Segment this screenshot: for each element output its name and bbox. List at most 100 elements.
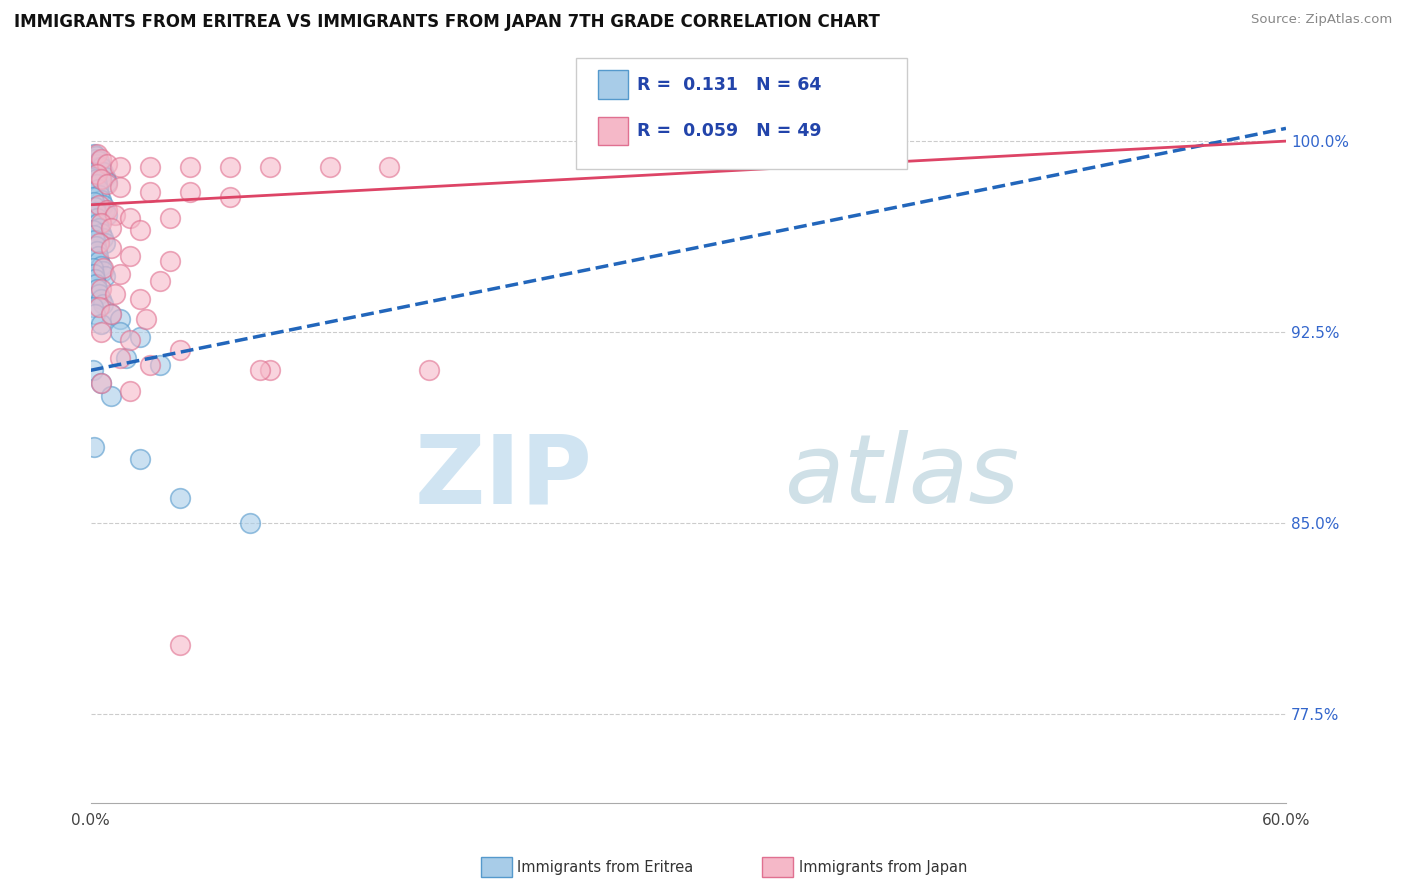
Point xyxy=(91,231,114,245)
Point xyxy=(219,160,242,174)
Point xyxy=(87,300,110,314)
Point xyxy=(129,292,152,306)
Point xyxy=(129,223,152,237)
Point xyxy=(159,253,181,268)
Point xyxy=(100,307,122,321)
Point xyxy=(91,164,114,178)
Point xyxy=(90,160,112,174)
Point xyxy=(86,216,108,230)
Point xyxy=(84,149,107,163)
Point xyxy=(169,638,191,652)
Point xyxy=(135,312,157,326)
Point xyxy=(83,195,105,210)
Point xyxy=(179,160,201,174)
Text: Immigrants from Japan: Immigrants from Japan xyxy=(799,860,967,874)
Point xyxy=(87,253,110,268)
Point xyxy=(129,452,152,467)
Point xyxy=(103,208,125,222)
Point xyxy=(100,389,122,403)
Point xyxy=(100,241,122,255)
Text: atlas: atlas xyxy=(785,430,1019,523)
Point xyxy=(139,185,162,199)
Point xyxy=(91,261,114,276)
Point xyxy=(120,333,142,347)
Point xyxy=(83,271,105,285)
Point xyxy=(219,190,242,204)
Point xyxy=(83,200,105,214)
Point xyxy=(86,160,108,174)
Point xyxy=(259,160,281,174)
Point xyxy=(86,157,108,171)
Text: ZIP: ZIP xyxy=(415,430,593,523)
Point xyxy=(96,208,118,222)
Point xyxy=(86,249,108,263)
Point xyxy=(169,491,191,505)
Text: Source: ZipAtlas.com: Source: ZipAtlas.com xyxy=(1251,13,1392,27)
Point xyxy=(84,172,107,186)
Point xyxy=(93,235,115,250)
Point xyxy=(103,286,125,301)
Point xyxy=(90,193,112,207)
Point xyxy=(239,516,262,530)
Point xyxy=(93,202,115,217)
Point xyxy=(87,198,110,212)
Point xyxy=(149,358,172,372)
Point xyxy=(100,220,122,235)
Point xyxy=(90,259,112,273)
Point xyxy=(91,264,114,278)
Point xyxy=(87,154,110,169)
Point xyxy=(86,167,108,181)
Point xyxy=(87,187,110,202)
Point xyxy=(86,178,108,192)
Point xyxy=(418,363,440,377)
Point xyxy=(96,157,118,171)
Point xyxy=(90,376,112,390)
Point xyxy=(82,300,104,314)
Point xyxy=(179,185,201,199)
Point xyxy=(82,190,104,204)
Point xyxy=(83,169,105,184)
Point xyxy=(110,267,132,281)
Point xyxy=(83,228,105,243)
Point xyxy=(115,351,138,365)
Point xyxy=(83,152,105,166)
Point xyxy=(90,216,112,230)
Point xyxy=(129,330,152,344)
Point xyxy=(120,211,142,225)
Text: Immigrants from Eritrea: Immigrants from Eritrea xyxy=(517,860,693,874)
Point xyxy=(86,146,108,161)
Point xyxy=(100,307,122,321)
Point xyxy=(110,351,132,365)
Point xyxy=(139,160,162,174)
Point xyxy=(91,198,114,212)
Point xyxy=(86,282,108,296)
Point xyxy=(378,160,401,174)
Point xyxy=(83,146,105,161)
Text: R =  0.131   N = 64: R = 0.131 N = 64 xyxy=(637,76,821,94)
Point xyxy=(83,267,105,281)
Point xyxy=(96,175,118,189)
Point xyxy=(93,169,115,184)
Point xyxy=(83,307,105,321)
Point xyxy=(93,268,115,283)
Point xyxy=(90,318,112,332)
Point xyxy=(82,223,104,237)
Point xyxy=(86,182,108,196)
Text: R =  0.059   N = 49: R = 0.059 N = 49 xyxy=(637,122,821,140)
Point xyxy=(110,325,132,339)
Point xyxy=(159,211,181,225)
Point xyxy=(86,211,108,225)
Point xyxy=(96,178,118,192)
Point xyxy=(84,205,107,219)
Point xyxy=(120,384,142,398)
Point xyxy=(139,358,162,372)
Point xyxy=(87,235,110,250)
Point xyxy=(83,234,105,248)
Point xyxy=(110,180,132,194)
Point xyxy=(90,172,112,186)
Point xyxy=(90,226,112,240)
Point xyxy=(249,363,271,377)
Point xyxy=(318,160,340,174)
Point xyxy=(91,297,114,311)
Point xyxy=(120,249,142,263)
